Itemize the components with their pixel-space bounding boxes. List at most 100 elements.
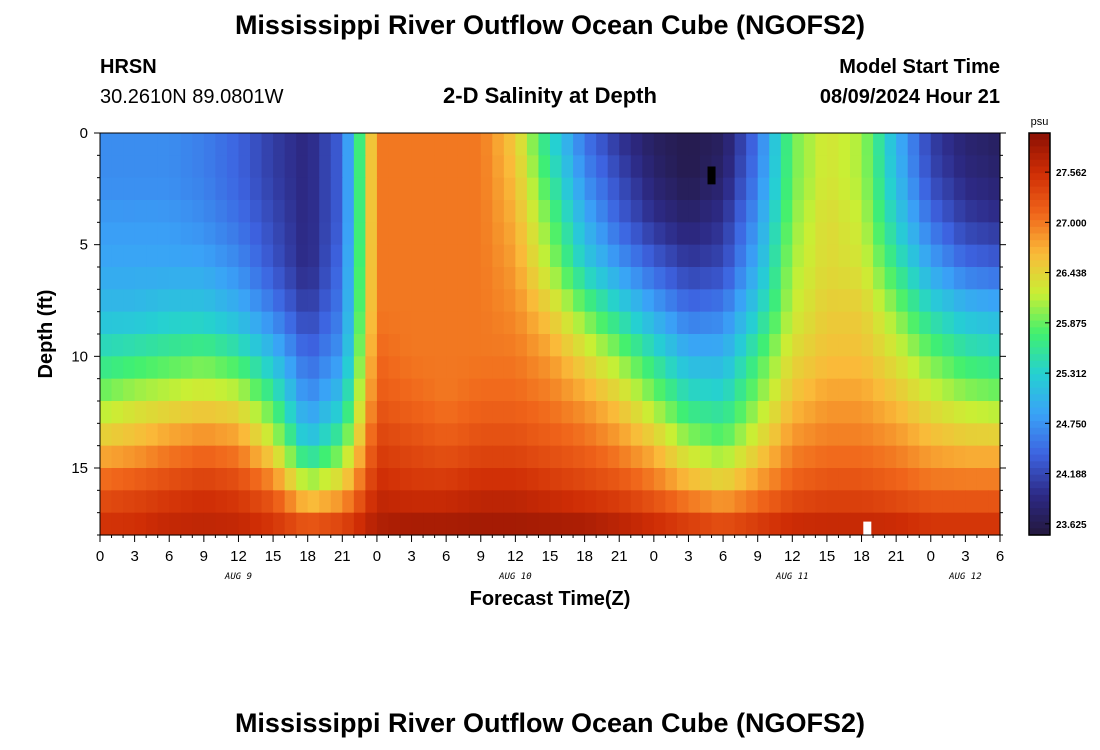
heatmap-cell: [319, 222, 332, 246]
heatmap-cell: [342, 289, 355, 313]
heatmap-cell: [942, 267, 955, 290]
heatmap-cell: [111, 468, 124, 491]
heatmap-cell: [423, 334, 436, 357]
heatmap-cell: [584, 445, 597, 469]
heatmap-cell: [215, 289, 228, 313]
heatmap-cell: [988, 356, 1001, 380]
x-tick-label: 21: [611, 548, 628, 565]
heatmap-cell: [273, 356, 286, 380]
heatmap-cell: [503, 356, 516, 380]
heatmap-cell: [457, 133, 470, 156]
heatmap-cell: [838, 512, 851, 536]
heatmap-cell: [584, 512, 597, 536]
heatmap-cell: [250, 289, 263, 313]
heatmap-cell: [884, 334, 897, 357]
heatmap-cell: [226, 356, 240, 380]
heatmap-cell: [376, 200, 390, 223]
heatmap-cell: [157, 133, 170, 156]
heatmap-cell: [976, 133, 990, 156]
heatmap-cell: [180, 155, 193, 179]
heatmap-cell: [526, 133, 540, 156]
heatmap-cell: [284, 267, 297, 290]
heatmap-cell: [250, 356, 263, 380]
heatmap-cell: [838, 289, 851, 313]
heatmap-cell: [826, 177, 840, 201]
heatmap-cell: [665, 289, 678, 313]
heatmap-cell: [250, 311, 263, 335]
heatmap-cell: [711, 512, 724, 536]
heatmap-cell: [296, 200, 309, 223]
heatmap-cell: [376, 267, 390, 290]
heatmap-cell: [850, 133, 863, 156]
heatmap-cell: [434, 378, 447, 402]
heatmap-cell: [111, 133, 124, 156]
heatmap-cell: [515, 423, 528, 447]
heatmap-cell: [538, 289, 551, 313]
colorbar-segment: [1029, 186, 1050, 194]
heatmap-cell: [353, 468, 366, 491]
heatmap-cell: [100, 423, 113, 447]
heatmap-cell: [688, 155, 701, 179]
heatmap-cell: [838, 423, 851, 447]
heatmap-cell: [873, 289, 886, 313]
heatmap-cell: [746, 378, 759, 402]
heatmap-cell: [342, 133, 355, 156]
heatmap-cell: [180, 200, 193, 223]
heatmap-cell: [769, 244, 782, 268]
heatmap-cell: [457, 200, 470, 223]
heatmap-cell: [815, 177, 828, 201]
x-tick-label: 21: [334, 548, 351, 565]
heatmap-cell: [723, 445, 736, 469]
heatmap-cell: [723, 401, 736, 424]
heatmap-cell: [861, 468, 874, 491]
x-tick-label: 3: [684, 548, 692, 565]
heatmap-cell: [526, 311, 540, 335]
heatmap-cell: [884, 244, 897, 268]
heatmap-cell: [261, 401, 274, 424]
heatmap-cell: [169, 311, 182, 335]
heatmap-cell: [330, 311, 343, 335]
heatmap-cell: [757, 289, 770, 313]
heatmap-cell: [526, 334, 540, 357]
heatmap-cell: [365, 378, 378, 402]
heatmap-cell: [919, 244, 932, 268]
heatmap-cell: [896, 244, 909, 268]
heatmap-cell: [861, 155, 874, 179]
heatmap-cell: [330, 244, 343, 268]
heatmap-cell: [688, 445, 701, 469]
heatmap-cell: [342, 423, 355, 447]
heatmap-cell: [526, 267, 540, 290]
x-tick-label: 3: [961, 548, 969, 565]
heatmap-cell: [711, 133, 724, 156]
heatmap-cell: [700, 423, 713, 447]
heatmap-cell: [584, 177, 597, 201]
colorbar-segment: [1029, 313, 1050, 322]
heatmap-cell: [873, 423, 886, 447]
heatmap-cell: [388, 423, 401, 447]
heatmap-cell: [780, 244, 793, 268]
heatmap-cell: [169, 356, 182, 380]
heatmap-cell: [342, 356, 355, 380]
heatmap-cell: [388, 289, 401, 313]
heatmap-cell: [538, 356, 551, 380]
heatmap-cell: [596, 512, 609, 536]
heatmap-cell: [723, 133, 736, 156]
heatmap-cell: [942, 401, 955, 424]
heatmap-cell: [284, 378, 297, 402]
heatmap-cell: [365, 155, 378, 179]
heatmap-cell: [434, 289, 447, 313]
heatmap-cell: [757, 334, 770, 357]
heatmap-cell: [953, 356, 966, 380]
heatmap-cell: [411, 334, 424, 357]
heatmap-cell: [653, 401, 666, 424]
heatmap-cell: [192, 378, 205, 402]
heatmap-cell: [134, 445, 147, 469]
heatmap-cell: [203, 334, 216, 357]
heatmap-cell: [815, 423, 828, 447]
heatmap-cell: [826, 267, 840, 290]
x-axis: 0 3 6 9 12 15 18 21 0 3 6 9 12 15 18 21 0 3 6 9 12 15 18 21 0 3 6A…: [96, 535, 1004, 582]
heatmap-cell: [688, 468, 701, 491]
heatmap-cell: [284, 356, 297, 380]
heatmap-cell: [365, 267, 378, 290]
heatmap-cell: [226, 468, 240, 491]
